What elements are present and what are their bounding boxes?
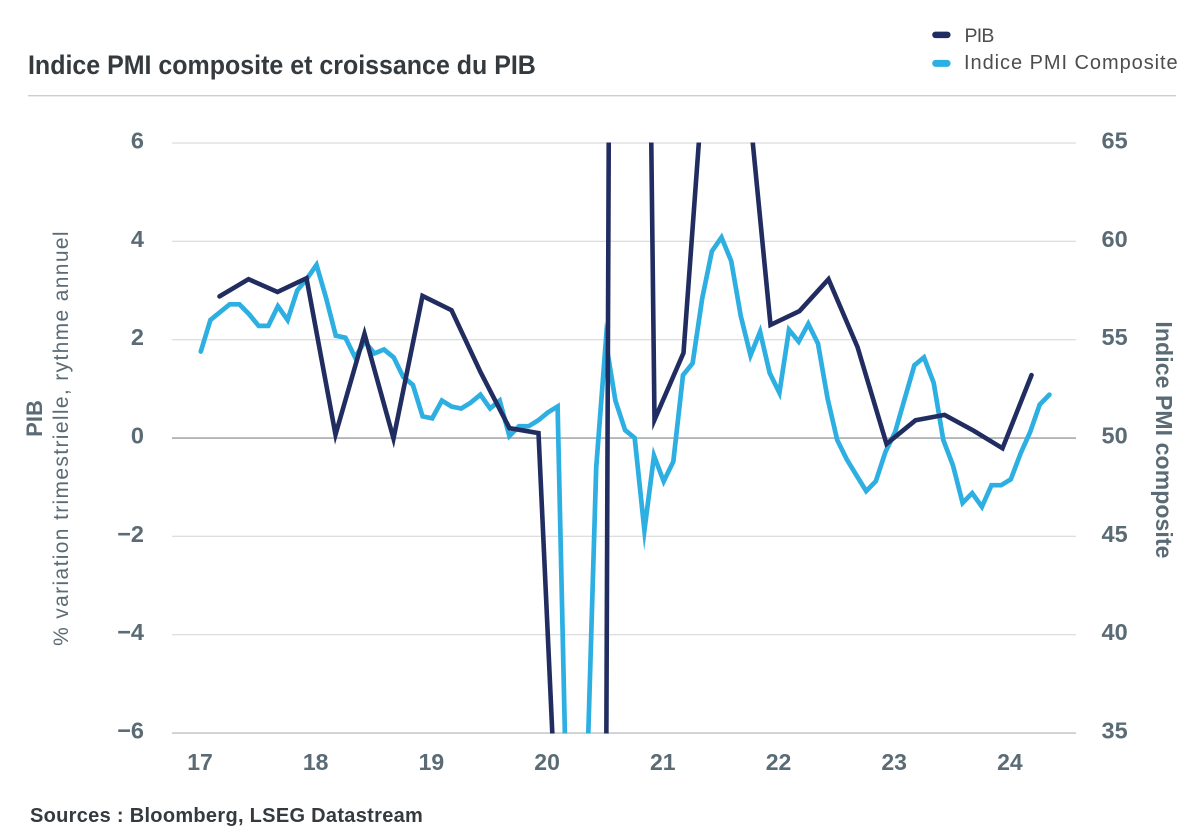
- svg-text:4: 4: [131, 226, 144, 252]
- svg-text:20: 20: [534, 749, 560, 775]
- svg-text:18: 18: [303, 749, 329, 775]
- svg-text:% variation trimestrielle, ryt: % variation trimestrielle, rythme annuel: [50, 230, 73, 646]
- svg-text:22: 22: [766, 749, 792, 775]
- svg-text:60: 60: [1102, 226, 1128, 252]
- svg-text:PIB: PIB: [965, 25, 994, 47]
- svg-text:−4: −4: [117, 619, 144, 645]
- svg-text:17: 17: [187, 749, 213, 775]
- svg-text:24: 24: [997, 749, 1023, 775]
- svg-text:45: 45: [1102, 521, 1128, 547]
- svg-text:Sources : Bloomberg, LSEG Data: Sources : Bloomberg, LSEG Datastream: [30, 805, 423, 827]
- svg-text:Indice PMI composite et croiss: Indice PMI composite et croissance du PI…: [28, 49, 536, 80]
- svg-text:23: 23: [881, 749, 907, 775]
- svg-text:55: 55: [1102, 324, 1128, 350]
- svg-text:50: 50: [1102, 423, 1128, 449]
- svg-text:Indice PMI composite: Indice PMI composite: [1151, 321, 1177, 558]
- svg-text:−6: −6: [117, 718, 144, 744]
- svg-text:0: 0: [131, 423, 144, 449]
- svg-text:19: 19: [419, 749, 445, 775]
- svg-text:65: 65: [1102, 128, 1128, 154]
- svg-text:35: 35: [1102, 718, 1128, 744]
- svg-text:−2: −2: [117, 521, 144, 547]
- svg-text:6: 6: [131, 128, 144, 154]
- svg-text:Indice PMI Composite: Indice PMI Composite: [964, 52, 1179, 74]
- svg-text:21: 21: [650, 749, 676, 775]
- svg-text:PIB: PIB: [22, 400, 47, 437]
- svg-text:40: 40: [1102, 619, 1128, 645]
- svg-text:2: 2: [131, 324, 144, 350]
